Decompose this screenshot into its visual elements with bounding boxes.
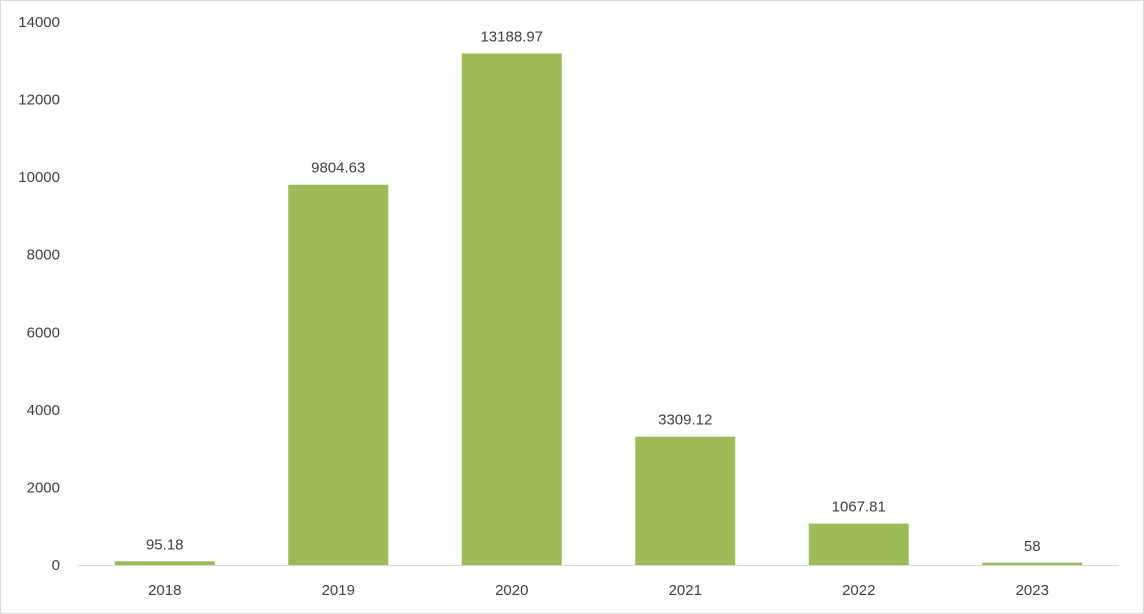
data-label-2022: 1067.81: [832, 499, 886, 516]
y-tick-label: 4000: [27, 402, 60, 419]
y-tick-label: 14000: [18, 14, 60, 31]
bar-2019: [288, 184, 389, 565]
bar-2020: [461, 53, 562, 565]
bar-2018: [114, 561, 215, 565]
y-tick-label: 0: [52, 557, 60, 574]
bar-2022: [808, 523, 909, 565]
y-tick-label: 12000: [18, 92, 60, 109]
data-label-2023: 58: [1024, 538, 1041, 555]
y-axis-ticks: 0 2000 4000 6000 8000 10000 12000 14000: [18, 14, 60, 574]
x-axis-ticks: 2018 2019 2020 2021 2022 2023: [148, 582, 1049, 599]
x-tick-label-2018: 2018: [148, 582, 181, 599]
x-tick-label-2020: 2020: [495, 582, 528, 599]
x-tick-label-2019: 2019: [322, 582, 355, 599]
bar-2023: [982, 562, 1083, 565]
y-tick-label: 2000: [27, 479, 60, 496]
y-tick-label: 6000: [27, 324, 60, 341]
x-tick-label-2023: 2023: [1016, 582, 1049, 599]
data-labels: 95.18 9804.63 13188.97 3309.12 1067.81 58: [146, 28, 1041, 554]
x-tick-label-2021: 2021: [669, 582, 702, 599]
data-label-2021: 3309.12: [658, 412, 712, 429]
y-tick-label: 8000: [27, 247, 60, 264]
bars: [114, 53, 1083, 565]
x-tick-label-2022: 2022: [842, 582, 875, 599]
bar-2021: [635, 436, 736, 565]
y-tick-label: 10000: [18, 169, 60, 186]
data-label-2018: 95.18: [146, 536, 184, 553]
data-label-2019: 9804.63: [311, 160, 365, 177]
data-label-2020: 13188.97: [480, 28, 543, 45]
